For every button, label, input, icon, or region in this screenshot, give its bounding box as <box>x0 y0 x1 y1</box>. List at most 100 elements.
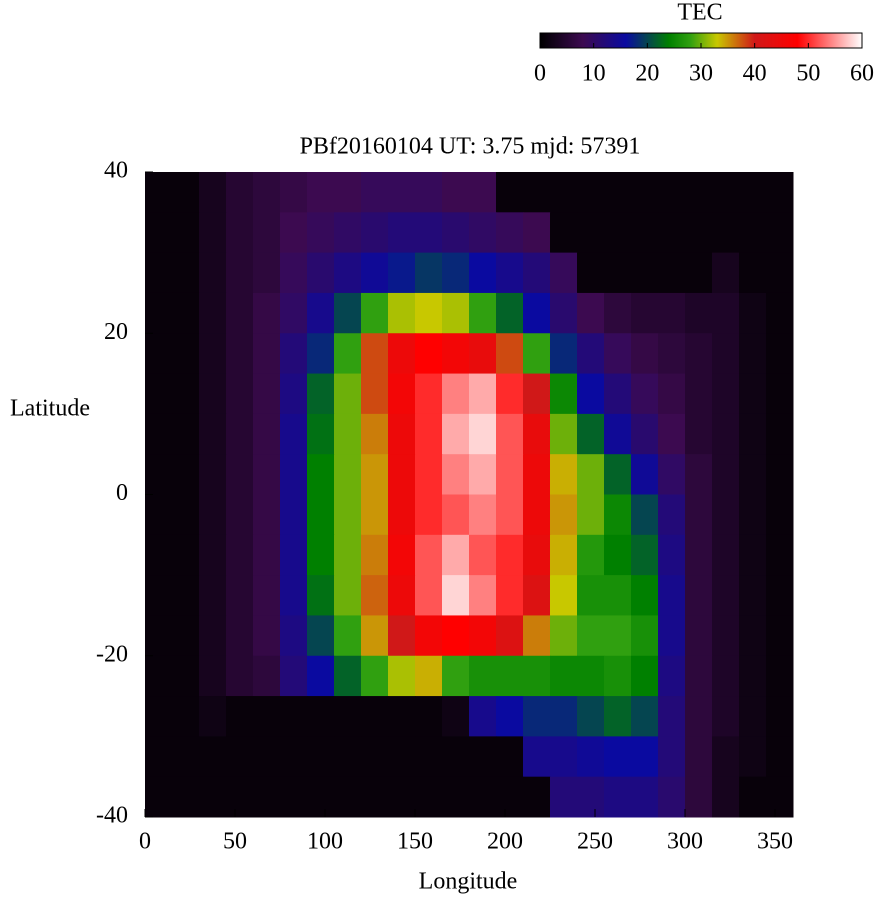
heat-cell <box>442 534 470 576</box>
heat-cell <box>388 252 416 294</box>
heat-cell <box>415 534 443 576</box>
heat-cell <box>469 575 497 616</box>
heat-cell <box>307 373 335 415</box>
heat-cell <box>280 172 308 213</box>
heat-cell <box>172 534 200 576</box>
heat-cell <box>334 252 362 294</box>
heat-cell <box>604 736 632 778</box>
heat-cell <box>739 615 767 657</box>
heat-cell <box>739 655 767 697</box>
heat-cell <box>685 252 713 294</box>
heat-cell <box>577 696 605 737</box>
heat-cell <box>280 534 308 576</box>
heat-cell <box>442 575 470 616</box>
heat-cell <box>334 615 362 657</box>
heat-cell <box>496 212 524 254</box>
heat-cell <box>766 373 794 415</box>
heat-cell <box>604 615 632 657</box>
heat-cell <box>199 172 227 213</box>
heat-cell <box>712 736 740 778</box>
heat-cell <box>307 736 335 778</box>
heat-cell <box>388 333 416 375</box>
heat-cell <box>415 575 443 616</box>
heat-cell <box>469 615 497 657</box>
heat-cell <box>361 655 389 697</box>
heat-cell <box>496 655 524 697</box>
heat-cell <box>469 655 497 697</box>
heat-cell <box>658 575 686 616</box>
heat-cell <box>253 172 281 213</box>
heat-cell <box>280 212 308 254</box>
heat-cell <box>631 212 659 254</box>
heat-cell <box>280 413 308 455</box>
heat-cell <box>712 575 740 616</box>
heat-cell <box>253 736 281 778</box>
heat-cell <box>658 172 686 213</box>
heat-cell <box>766 292 794 334</box>
heat-cell <box>739 252 767 294</box>
heat-cell <box>442 333 470 375</box>
heat-cell <box>604 373 632 415</box>
heat-cell <box>388 534 416 576</box>
heat-cell <box>415 494 443 536</box>
heat-cell <box>334 333 362 375</box>
y-tick-label: 40 <box>104 158 128 184</box>
heat-cell <box>469 696 497 737</box>
heat-cell <box>199 252 227 294</box>
heat-cell <box>145 454 173 495</box>
heat-cell <box>739 575 767 616</box>
heat-cell <box>415 333 443 375</box>
heat-cell <box>739 534 767 576</box>
heat-cell <box>442 615 470 657</box>
heat-cell <box>388 494 416 536</box>
heat-cell <box>280 494 308 536</box>
heat-cell <box>199 575 227 616</box>
heat-cell <box>307 292 335 334</box>
heat-cell <box>658 776 686 818</box>
heat-cell <box>712 212 740 254</box>
heat-cell <box>631 534 659 576</box>
heat-cell <box>334 655 362 697</box>
heat-cell <box>523 575 551 616</box>
heat-cell <box>658 736 686 778</box>
heat-cell <box>172 172 200 213</box>
heat-cell <box>307 212 335 254</box>
heat-cell <box>658 534 686 576</box>
heat-cell <box>550 534 578 576</box>
heat-cell <box>685 333 713 375</box>
heat-cell <box>442 413 470 455</box>
y-tick-label: -40 <box>96 803 128 829</box>
heat-cell <box>550 252 578 294</box>
heat-cell <box>442 696 470 737</box>
heat-cell <box>469 413 497 455</box>
x-tick-label: 50 <box>223 829 247 855</box>
heat-cell <box>469 736 497 778</box>
heat-cell <box>577 575 605 616</box>
heat-cell <box>199 333 227 375</box>
heat-cell <box>631 494 659 536</box>
heat-cell <box>523 615 551 657</box>
heat-cell <box>550 776 578 818</box>
x-tick-label: 250 <box>577 829 613 855</box>
heat-cell <box>550 575 578 616</box>
heat-cell <box>658 252 686 294</box>
heat-cell <box>766 776 794 818</box>
heat-cell <box>253 534 281 576</box>
heat-cell <box>523 454 551 495</box>
heat-cell <box>307 575 335 616</box>
heat-cell <box>442 655 470 697</box>
heat-cell <box>172 575 200 616</box>
heat-cell <box>685 575 713 616</box>
heat-cell <box>199 615 227 657</box>
heat-cell <box>226 575 254 616</box>
heat-cell <box>226 252 254 294</box>
heat-cell <box>604 454 632 495</box>
heat-cell <box>334 534 362 576</box>
heat-cell <box>604 655 632 697</box>
heat-cell <box>604 776 632 818</box>
heat-cell <box>658 292 686 334</box>
heat-cell <box>496 615 524 657</box>
heat-cell <box>577 333 605 375</box>
heat-cell <box>361 615 389 657</box>
